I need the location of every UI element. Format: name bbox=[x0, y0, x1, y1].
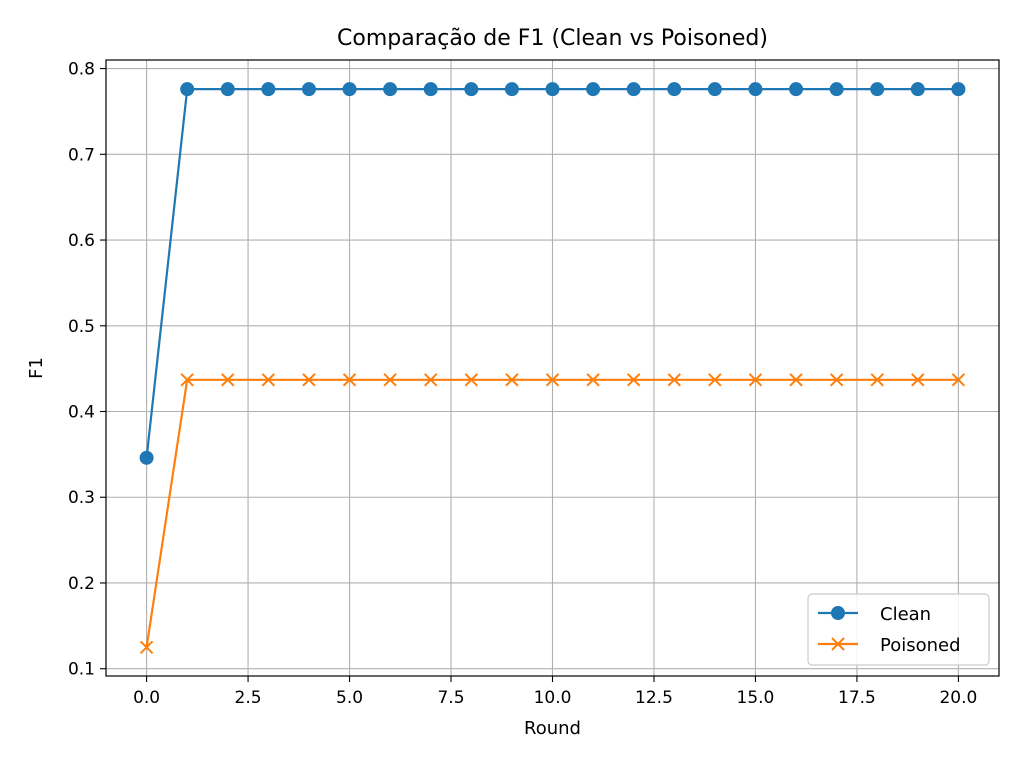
ticks: 0.0 2.5 5.0 7.5 10.0 12.5 15.0 17.5 20.0 0.1 0.2 0.… bbox=[68, 60, 977, 708]
data-point-clean bbox=[586, 82, 601, 97]
data-point-poisoned bbox=[667, 373, 681, 387]
data-point-poisoned bbox=[180, 373, 194, 387]
data-point-clean bbox=[707, 82, 722, 97]
data-point-poisoned bbox=[911, 373, 925, 387]
data-point-poisoned bbox=[505, 373, 519, 387]
data-point-poisoned bbox=[139, 640, 154, 654]
data-point-clean bbox=[545, 82, 560, 97]
y-tick-label: 0.4 bbox=[68, 403, 95, 423]
y-axis-label: F1 bbox=[26, 357, 47, 379]
data-point-poisoned bbox=[261, 373, 276, 387]
data-point-clean bbox=[301, 82, 316, 97]
legend-entry-poisoned: Poisoned bbox=[818, 635, 961, 656]
x-tick-label: 7.5 bbox=[437, 688, 464, 708]
data-point-poisoned bbox=[626, 373, 641, 387]
data-point-poisoned bbox=[708, 373, 722, 387]
data-point-clean bbox=[748, 82, 763, 97]
x-tick-label: 20.0 bbox=[939, 688, 977, 708]
data-point-clean bbox=[383, 82, 398, 97]
data-point-clean bbox=[626, 82, 641, 97]
data-point-poisoned bbox=[464, 373, 479, 387]
data-point-clean bbox=[951, 82, 966, 97]
data-point-poisoned bbox=[748, 373, 763, 387]
legend-swatch-marker bbox=[831, 637, 845, 651]
data-point-poisoned bbox=[221, 373, 235, 387]
y-tick-label: 0.6 bbox=[68, 231, 95, 251]
data-point-clean bbox=[829, 82, 844, 97]
x-tick-label: 2.5 bbox=[235, 688, 262, 708]
data-point-clean bbox=[870, 82, 885, 97]
legend-entry-clean: Clean bbox=[818, 604, 931, 625]
data-point-poisoned bbox=[586, 373, 600, 387]
y-tick-label: 0.2 bbox=[68, 574, 95, 594]
grid bbox=[106, 60, 999, 676]
data-point-poisoned bbox=[829, 373, 844, 387]
data-point-poisoned bbox=[870, 373, 884, 387]
y-tick-label: 0.8 bbox=[68, 60, 95, 80]
series-layer bbox=[139, 82, 966, 654]
legend: Clean Poisoned bbox=[807, 593, 990, 666]
data-point-clean bbox=[139, 450, 154, 465]
data-point-poisoned bbox=[545, 373, 560, 387]
data-point-clean bbox=[464, 82, 479, 97]
data-point-clean bbox=[261, 82, 276, 97]
data-point-poisoned bbox=[951, 373, 966, 387]
data-point-poisoned bbox=[383, 373, 397, 387]
x-axis-label: Round bbox=[524, 718, 581, 739]
x-tick-label: 12.5 bbox=[635, 688, 673, 708]
data-point-clean bbox=[423, 82, 438, 97]
data-point-clean bbox=[667, 82, 682, 97]
y-tick-label: 0.7 bbox=[68, 145, 95, 165]
legend-swatch-marker bbox=[831, 606, 845, 620]
y-tick-label: 0.1 bbox=[68, 660, 95, 680]
legend-box bbox=[807, 593, 990, 666]
data-point-poisoned bbox=[342, 373, 357, 387]
x-tick-label: 15.0 bbox=[737, 688, 775, 708]
y-tick-label: 0.5 bbox=[68, 317, 95, 337]
x-tick-label: 5.0 bbox=[336, 688, 363, 708]
data-point-clean bbox=[789, 82, 804, 97]
legend-label: Clean bbox=[880, 604, 931, 625]
x-tick-label: 17.5 bbox=[838, 688, 876, 708]
data-point-clean bbox=[910, 82, 925, 97]
chart-title: Comparação de F1 (Clean vs Poisoned) bbox=[337, 26, 768, 51]
x-tick-label: 10.0 bbox=[534, 688, 572, 708]
series-poisoned bbox=[139, 373, 966, 654]
y-tick-label: 0.3 bbox=[68, 488, 95, 508]
data-point-poisoned bbox=[424, 373, 438, 387]
data-point-clean bbox=[220, 82, 235, 97]
data-point-clean bbox=[180, 82, 195, 97]
legend-label: Poisoned bbox=[880, 635, 961, 656]
data-point-clean bbox=[504, 82, 519, 97]
data-point-poisoned bbox=[789, 373, 803, 387]
series-clean bbox=[139, 82, 966, 465]
data-point-clean bbox=[342, 82, 357, 97]
x-tick-label: 0.0 bbox=[133, 688, 160, 708]
data-point-poisoned bbox=[302, 373, 316, 387]
